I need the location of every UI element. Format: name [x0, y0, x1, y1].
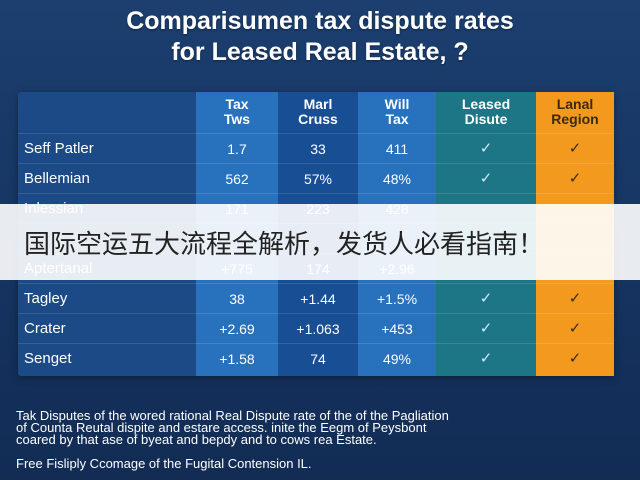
table-cell: +1.063 [296, 321, 340, 337]
table-cell: 48% [382, 171, 412, 187]
column-header-2: Marl Cruss [278, 92, 358, 132]
row-divider [18, 283, 614, 284]
table-cell: 411 [385, 141, 409, 157]
row-label: Senget [24, 350, 72, 367]
column-header-3: Will Tax [358, 92, 436, 132]
chart-title: Comparisumen tax dispute rates for Lease… [0, 6, 640, 68]
check-icon: ✓ [568, 290, 582, 307]
banner-text: 国际空运五大流程全解析，发货人必看指南！ [24, 229, 545, 260]
row-divider [18, 133, 614, 134]
column-header-line2: Tws [223, 111, 251, 127]
table-cell: 1.7 [227, 141, 247, 157]
footnote-line1: Tak Disputes of the wored rational Real … [16, 408, 449, 423]
table-cell: +2.69 [219, 321, 255, 337]
column-header-line1: Tax [225, 96, 249, 112]
table-cell: 57% [303, 171, 333, 187]
check-icon: ✓ [568, 350, 582, 367]
check-icon: ✓ [568, 140, 582, 157]
check-icon: ✓ [479, 350, 493, 367]
chart-title-line2: for Leased Real Estate, ? [171, 38, 469, 66]
row-divider [18, 343, 614, 344]
chart-title-line1: Comparisumen tax dispute rates [126, 7, 514, 35]
column-header-5: Lanal Region [536, 92, 614, 132]
table-cell: +1.58 [219, 351, 255, 367]
table-cell: 38 [229, 291, 245, 307]
table-cell: +1.5% [376, 291, 418, 307]
column-header-line2: Disute [464, 111, 508, 127]
table-cell: 49% [382, 351, 412, 367]
check-icon: ✓ [479, 170, 493, 187]
table-cell: +1.44 [300, 291, 336, 307]
row-divider [18, 163, 614, 164]
table-cell: 74 [310, 351, 326, 367]
row-label: Crater [24, 320, 66, 337]
check-icon: ✓ [479, 140, 493, 157]
overlay-banner: 国际空运五大流程全解析，发货人必看指南！ [0, 204, 640, 280]
footnote-line2: of Countа Reutal dispite and estare acce… [16, 420, 427, 435]
row-label: Seff Patler [24, 140, 94, 157]
column-header-line1: Will [384, 96, 410, 112]
row-label: Bellemian [24, 170, 90, 187]
row-divider [18, 193, 614, 194]
check-icon: ✓ [568, 170, 582, 187]
footnote-line4: Free Fisliply Ccomage of the Fugital Con… [16, 456, 312, 471]
footnote-line3: coared by that ase of byeat and bepdy an… [16, 432, 377, 447]
column-header-line2: Cruss [298, 111, 338, 127]
column-header-1: Tax Tws [196, 92, 278, 132]
table-cell: 33 [310, 141, 326, 157]
check-icon: ✓ [568, 320, 582, 337]
column-header-4: Leased Disute [436, 92, 536, 132]
column-header-line1: Marl [303, 96, 333, 112]
column-header-line1: Lanal [556, 96, 594, 112]
column-header-line1: Leased [461, 96, 511, 112]
table-cell: 562 [225, 171, 249, 187]
column-header-line2: Region [551, 111, 599, 127]
check-icon: ✓ [479, 290, 493, 307]
row-label: Tagley [24, 290, 68, 307]
column-header-line2: Tax [385, 111, 409, 127]
row-divider [18, 313, 614, 314]
check-icon: ✓ [479, 320, 493, 337]
table-cell: +453 [381, 321, 413, 337]
